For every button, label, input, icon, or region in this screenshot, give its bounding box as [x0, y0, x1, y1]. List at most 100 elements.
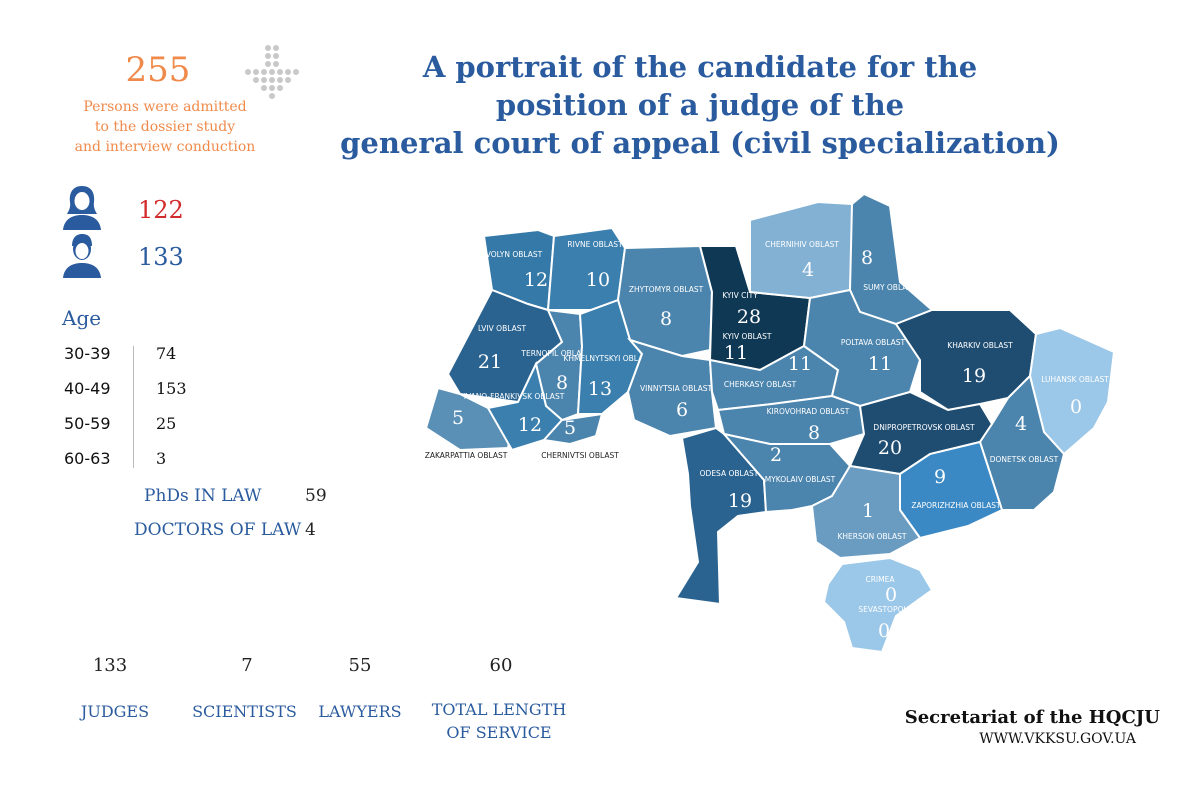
region-zakarpattia: 5 — [424, 386, 512, 452]
svg-text:5: 5 — [564, 417, 576, 439]
phd-value: 59 — [305, 486, 327, 506]
svg-text:19: 19 — [962, 365, 986, 387]
age-divider — [133, 346, 134, 468]
svg-text:10: 10 — [586, 269, 610, 291]
svg-text:KHARKIV OBLAST: KHARKIV OBLAST — [947, 341, 1013, 350]
secretariat-url: WWW.VKKSU.GOV.UA — [979, 731, 1136, 747]
stat-service-label: TOTAL LENGTH OF SERVICE — [431, 700, 567, 742]
region-ivano-frankivsk: IVANO-FRANKIVSK OBLAST 12 — [464, 361, 565, 452]
stat-scientists-value: 7 — [241, 655, 253, 676]
down-arrow-dots-icon — [245, 45, 299, 99]
svg-text:LUHANSK OBLAST: LUHANSK OBLAST — [1041, 375, 1109, 384]
svg-text:8: 8 — [808, 422, 820, 444]
total-persons-description: Persons were admitted to the dossier stu… — [74, 99, 256, 155]
stat-judges-label: JUDGES — [80, 702, 150, 721]
stat-judges-value: 133 — [92, 655, 128, 676]
svg-text:13: 13 — [588, 378, 612, 400]
svg-text:1: 1 — [862, 500, 874, 522]
age-row: 40-49 153 — [64, 379, 234, 409]
svg-text:8: 8 — [660, 308, 672, 330]
svg-text:VOLYN OBLAST: VOLYN OBLAST — [486, 250, 543, 259]
age-range: 60-63 — [64, 449, 111, 468]
svg-text:KHERSON OBLAST: KHERSON OBLAST — [837, 532, 906, 541]
svg-text:0: 0 — [1070, 396, 1082, 418]
svg-text:28: 28 — [737, 306, 761, 328]
total-persons-count: 255 — [125, 50, 191, 90]
svg-text:20: 20 — [878, 437, 902, 459]
age-range: 40-49 — [64, 379, 111, 398]
svg-text:RIVNE OBLAST: RIVNE OBLAST — [567, 240, 623, 249]
age-range: 50-59 — [64, 414, 111, 433]
secretariat-name: Secretariat of the HQCJU — [904, 707, 1160, 728]
page-title: A portrait of the candidate for the posi… — [340, 50, 1060, 160]
stat-scientists-label: SCIENTISTS — [192, 702, 297, 721]
age-count: 74 — [156, 344, 177, 363]
svg-text:11: 11 — [724, 342, 748, 364]
svg-text:5: 5 — [452, 407, 464, 429]
region-kharkiv: KHARKIV OBLAST 19 — [894, 309, 1038, 412]
svg-text:VINNYTSIA OBLAST: VINNYTSIA OBLAST — [640, 384, 713, 393]
doctor-value: 4 — [305, 520, 316, 540]
age-row: 50-59 25 — [64, 414, 234, 444]
svg-text:IVANO-FRANKIVSK OBLAST: IVANO-FRANKIVSK OBLAST — [464, 392, 565, 401]
region-crimea: CRIMEA 0 SEVASTOPOL 0 — [822, 556, 934, 654]
svg-text:9: 9 — [934, 466, 946, 488]
svg-text:11: 11 — [788, 353, 812, 375]
svg-text:LVIV OBLAST: LVIV OBLAST — [478, 324, 527, 333]
region-khmelnytskyi: KHMELNYTSKYI OBLAST 13 — [563, 298, 653, 415]
svg-text:2: 2 — [770, 444, 782, 466]
svg-text:KIROVOHRAD OBLAST: KIROVOHRAD OBLAST — [767, 407, 850, 416]
svg-text:TERNOPIL OBLAST: TERNOPIL OBLAST — [520, 349, 591, 358]
region-zhytomyr: ZHYTOMYR OBLAST 8 — [616, 244, 714, 358]
svg-text:SEVASTOPOL: SEVASTOPOL — [858, 605, 908, 614]
svg-text:12: 12 — [524, 269, 548, 291]
male-count: 133 — [138, 243, 184, 271]
ukraine-regions-map: VOLYN OBLAST 12 RIVNE OBLAST 10 ZHYTOMYR… — [424, 192, 1116, 654]
svg-text:DONETSK OBLAST: DONETSK OBLAST — [990, 455, 1059, 464]
svg-text:KYIV CITY: KYIV CITY — [722, 291, 758, 300]
svg-text:POLTAVA OBLAST: POLTAVA OBLAST — [841, 338, 906, 347]
svg-text:CRIMEA: CRIMEA — [865, 575, 895, 584]
stat-lawyers-label: LAWYERS — [318, 702, 402, 721]
phd-label: PhDs IN LAW — [144, 486, 262, 506]
age-range: 30-39 — [64, 344, 111, 363]
doctor-label: DOCTORS OF LAW — [134, 520, 302, 540]
region-chernivtsi: 5 — [542, 412, 604, 446]
region-chernihiv: CHERNIHIV OBLAST 4 — [749, 200, 853, 300]
svg-text:21: 21 — [478, 351, 502, 373]
region-vinnytsia: VINNYTSIA OBLAST 6 — [626, 338, 718, 438]
svg-text:11: 11 — [868, 353, 892, 375]
svg-text:KHMELNYTSKYI OBLAST: KHMELNYTSKYI OBLAST — [563, 354, 653, 363]
male-person-icon — [63, 234, 101, 278]
svg-text:ZAPORIZHZHIA OBLAST: ZAPORIZHZHIA OBLAST — [911, 501, 1001, 510]
region-sumy: SUMY OBLAST 8 — [848, 192, 934, 326]
age-row: 60-63 3 — [64, 449, 234, 479]
svg-text:8: 8 — [556, 372, 568, 394]
svg-text:CHERKASY OBLAST: CHERKASY OBLAST — [724, 380, 797, 389]
region-rivne: RIVNE OBLAST 10 — [546, 226, 627, 311]
stat-lawyers-value: 55 — [348, 655, 372, 676]
region-donetsk: DONETSK OBLAST 4 — [978, 374, 1066, 511]
svg-text:0: 0 — [878, 620, 890, 642]
age-heading: Age — [62, 306, 102, 330]
svg-text:ZHYTOMYR OBLAST: ZHYTOMYR OBLAST — [629, 285, 704, 294]
female-count: 122 — [138, 196, 184, 224]
chernivtsi-label: CHERNIVTSI OBLAST — [541, 451, 619, 460]
stat-service-value: 60 — [489, 655, 513, 676]
svg-text:MYKOLAIV OBLAST: MYKOLAIV OBLAST — [765, 475, 836, 484]
svg-text:SUMY OBLAST: SUMY OBLAST — [863, 283, 917, 292]
age-count: 153 — [156, 379, 187, 398]
svg-text:6: 6 — [676, 399, 688, 421]
svg-text:KYIV OBLAST: KYIV OBLAST — [723, 332, 772, 341]
age-count: 25 — [156, 414, 177, 433]
female-person-icon — [63, 186, 101, 230]
svg-text:8: 8 — [861, 247, 873, 269]
svg-text:CHERNIHIV OBLAST: CHERNIHIV OBLAST — [765, 240, 839, 249]
svg-text:0: 0 — [885, 584, 897, 606]
age-count: 3 — [156, 449, 167, 468]
region-kherson: KHERSON OBLAST 1 — [810, 464, 922, 560]
svg-text:DNIPROPETROVSK OBLAST: DNIPROPETROVSK OBLAST — [873, 423, 975, 432]
svg-text:19: 19 — [728, 490, 752, 512]
svg-text:4: 4 — [802, 259, 814, 281]
svg-text:12: 12 — [518, 414, 542, 436]
